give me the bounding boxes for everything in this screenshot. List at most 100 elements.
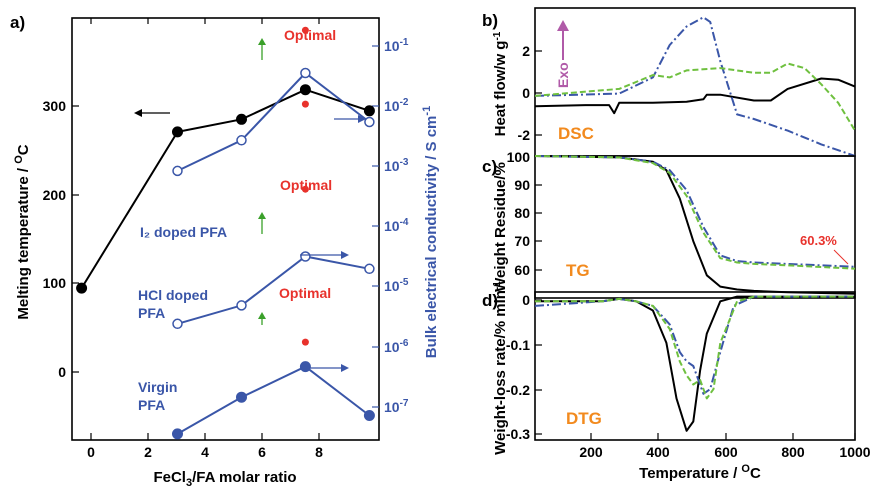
exo-label: Exo: [555, 62, 571, 88]
panel-a-series-2-point-2: [300, 251, 311, 262]
panel-a-right-tick-1e-2: 10-2: [384, 97, 409, 114]
panel-a-series-0-point-4: [363, 105, 375, 117]
panel-d-y-axis-label: Weight-loss rate/% min-1: [492, 281, 509, 455]
panel-d-y-tick-neg02: -0.2: [506, 382, 530, 398]
panel-b-series-1-line: [534, 16, 856, 157]
optimal-label-3: Optimal: [279, 285, 331, 301]
panel-a-label: a): [10, 13, 25, 32]
panel-a-optimal-arrows: [258, 38, 266, 325]
panel-a-series-3-point-0: [172, 428, 183, 440]
panel-d-y-ticks: [535, 299, 542, 435]
panel-d-x-axis-label: Temperature / OC: [639, 463, 761, 482]
panel-d-series: [534, 295, 855, 432]
panel-a-series-3-point-1: [236, 391, 247, 403]
panel-c-y-tick-100: 100: [507, 149, 531, 165]
panel-b-series-0-line: [534, 77, 856, 115]
panel-a-x-tick-0: 0: [87, 444, 95, 460]
panel-b-series-2-line: [534, 62, 856, 132]
panel-a-axis-arrows: [134, 109, 366, 372]
panel-c-y-tick-60: 60: [514, 262, 530, 278]
panel-a-x-tick-8: 8: [315, 444, 323, 460]
panel-b-y-tick-2: 2: [522, 43, 530, 59]
panel-b: b) -2 0 2 Heat flow/w g-1 Exo DSC: [482, 7, 856, 157]
panel-a-series-1-point-1: [236, 135, 247, 146]
panel-a-series-1-line: [177, 71, 371, 172]
panel-a-series-0-point-1: [172, 126, 183, 138]
panel-d-x-ticks: [590, 433, 856, 440]
optimal-label-2: Optimal: [280, 177, 332, 193]
panel-b-y-axis-label: Heat flow/w g-1: [492, 31, 509, 136]
panel-c-frame: [534, 155, 856, 299]
panel-c-y-ticks: [535, 184, 542, 271]
optimal-label-1: Optimal: [284, 27, 336, 43]
panel-a-x-tick-2: 2: [144, 444, 152, 460]
panel-b-y-ticks: [535, 50, 542, 136]
panel-a-left-axis-label: Melting temperature / OC: [13, 144, 32, 319]
panel-c-series: [534, 155, 856, 295]
panel-c-y-axis-label: Weight Residue/%: [492, 162, 509, 292]
panel-b-y-tick-0: 0: [522, 85, 530, 101]
panel-a-series-1-point-2: [300, 67, 311, 79]
panel-a-right-tick-1e-1: 10-1: [384, 37, 409, 54]
panel-a-right-tick-1e-4: 10-4: [384, 217, 409, 234]
panel-a-series-3-point-2: [299, 361, 311, 373]
panel-b-label: b): [482, 11, 498, 30]
panel-d-x-tick-200: 200: [579, 444, 603, 460]
optimal-point-2: [301, 338, 309, 346]
residue-label: 60.3%: [800, 233, 837, 248]
panel-a-y-tick-0: 0: [58, 364, 66, 380]
panel-d-series-1-line: [534, 295, 855, 395]
panel-d-y-tick-neg03: -0.3: [506, 426, 530, 442]
panel-a-right-axis-label: Bulk electrical conductivity / S cm-1: [421, 106, 440, 358]
panel-a-series-3-line: [177, 365, 371, 435]
optimal-point-0: [301, 26, 309, 34]
dsc-label: DSC: [558, 124, 594, 143]
panel-c-series-0-line: [534, 155, 856, 295]
virgin-label-line2: PFA: [138, 397, 165, 413]
panel-d-series-2-line: [535, 295, 855, 400]
panel-a-series-0-point-3: [299, 84, 311, 96]
panel-a-series-0-point-2: [236, 113, 247, 125]
panel-a-y-tick-100: 100: [43, 275, 67, 291]
virgin-label-line1: Virgin: [138, 379, 177, 395]
panel-c-y-tick-90: 90: [514, 177, 530, 193]
panel-a-right-tick-1e-6: 10-6: [384, 338, 409, 355]
panel-a-series-1-point-0: [172, 165, 183, 177]
panel-a-series-2-point-0: [172, 318, 183, 330]
panel-a-y-tick-300: 300: [43, 98, 67, 114]
panel-d-x-tick-800: 800: [781, 444, 805, 460]
panel-d-label: d): [482, 291, 498, 310]
panel-a-right-tick-1e-5: 10-5: [384, 277, 409, 294]
panel-a-series-2-line: [177, 255, 370, 325]
panel-a-x-axis-label: FeCl3/FA molar ratio: [153, 469, 296, 488]
i2-doped-label: I₂ doped PFA: [140, 224, 227, 240]
panel-a-series-1-point-3: [364, 116, 375, 128]
panel-d-frame: [534, 291, 856, 441]
panel-c-label: c): [482, 157, 497, 176]
panel-d-x-tick-400: 400: [646, 444, 670, 460]
panel-a-y-tick-200: 200: [43, 187, 67, 203]
panel-d: d) -0.3 -0.2 -0.1 0 Weight-loss rate/% m…: [482, 281, 871, 482]
panel-a-frame: [71, 17, 380, 441]
dtg-label: DTG: [566, 409, 602, 428]
panel-d-x-tick-600: 600: [714, 444, 738, 460]
panel-a-x-ticks: [90, 18, 320, 440]
panel-a-right-tick-labels: 10-7 10-6 10-5 10-4 10-3 10-2 10-1: [384, 37, 409, 415]
panel-a-series-0-point-0: [76, 282, 88, 294]
panel-d-x-tick-1000: 1000: [839, 444, 870, 460]
hcl-doped-label-line1: HCl doped: [138, 287, 208, 303]
optimal-point-3: [301, 100, 309, 108]
panel-a-x-tick-6: 6: [258, 444, 266, 460]
panel-a-series-2-point-1: [236, 300, 247, 311]
panel-b-series: [534, 16, 856, 157]
panel-a-right-tick-1e-7: 10-7: [384, 398, 409, 415]
panel-d-y-tick-neg01: -0.1: [506, 337, 530, 353]
panel-c-y-tick-70: 70: [514, 233, 530, 249]
panel-c-series-1-line: [534, 155, 856, 268]
panel-a-left-ticks: [72, 105, 79, 373]
residue-pointer: [833, 249, 849, 265]
panel-d-y-tick-0: 0: [522, 292, 530, 308]
panel-a-x-tick-4: 4: [201, 444, 209, 460]
panel-a-right-tick-1e-3: 10-3: [384, 157, 409, 174]
